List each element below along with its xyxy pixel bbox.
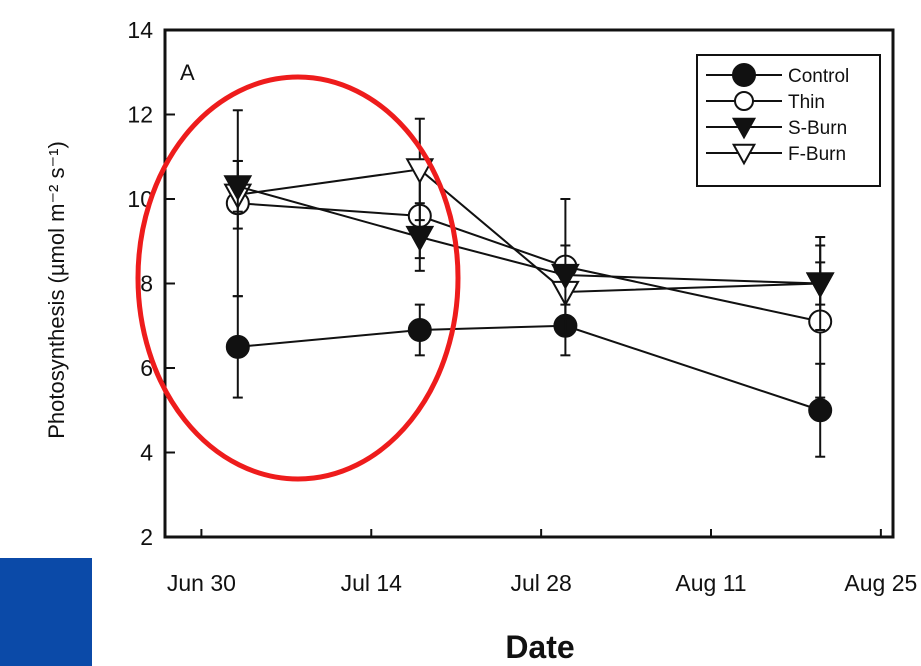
- data-point: [407, 317, 432, 342]
- x-tick-label: Aug 25: [844, 570, 917, 596]
- legend-marker: [732, 63, 756, 87]
- highlight-ellipse: [135, 74, 461, 482]
- legend-marker: [731, 143, 757, 166]
- data-point: [405, 225, 435, 252]
- y-tick-label: 8: [140, 271, 153, 297]
- y-tick-label: 4: [140, 440, 153, 466]
- x-tick-label: Jul 28: [510, 570, 571, 596]
- series-line: [237, 324, 821, 412]
- data-point: [223, 175, 253, 202]
- x-tick-label: Aug 11: [675, 570, 746, 596]
- y-tick-label: 12: [127, 102, 153, 128]
- data-point: [551, 263, 580, 290]
- data-point: [805, 272, 835, 299]
- legend-marker: [731, 117, 757, 140]
- legend-label: Thin: [788, 92, 825, 113]
- legend-label: Control: [788, 66, 849, 87]
- legend-label: S-Burn: [788, 118, 847, 139]
- corner-blue-block: [0, 558, 92, 666]
- y-tick-label: 14: [127, 17, 153, 43]
- plot-frame: [163, 28, 895, 539]
- series-line: [237, 185, 821, 285]
- panel-label: A: [180, 60, 195, 85]
- legend-box: [696, 54, 881, 187]
- legend-marker: [734, 91, 754, 111]
- x-axis-title: Date: [505, 629, 574, 665]
- series-control: [225, 295, 833, 458]
- x-tick-label: Jun 30: [167, 570, 236, 596]
- legend: Control Thin S-Burn F-Burn: [696, 54, 881, 187]
- x-tick-label: Jul 14: [341, 570, 403, 596]
- legend-label: F-Burn: [788, 144, 846, 165]
- data-point: [225, 334, 250, 359]
- data-series: [223, 109, 835, 458]
- data-point: [405, 158, 435, 185]
- series-line: [237, 202, 821, 323]
- series-line: [237, 168, 821, 293]
- series-s-burn: [223, 159, 835, 306]
- y-axis-title: Photosynthesis (µmol m⁻² s⁻¹): [44, 141, 69, 439]
- y-tick-label: 2: [140, 524, 153, 550]
- data-point: [808, 398, 833, 423]
